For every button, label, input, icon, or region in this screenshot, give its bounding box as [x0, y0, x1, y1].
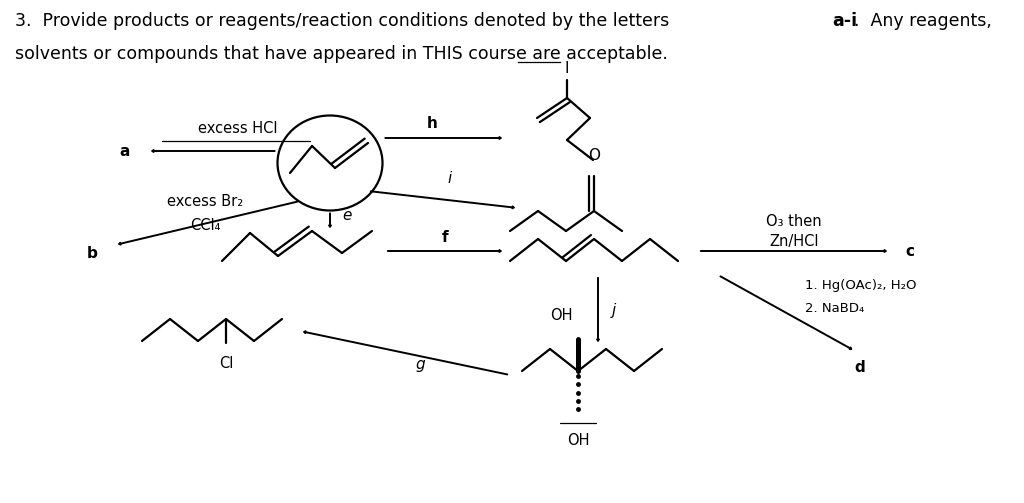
Text: a-i: a-i: [831, 12, 857, 30]
Text: CCl₄: CCl₄: [189, 217, 220, 232]
Text: OH: OH: [566, 433, 589, 448]
Text: h: h: [427, 116, 437, 130]
Text: 1. Hg(OAc)₂, H₂O: 1. Hg(OAc)₂, H₂O: [805, 279, 916, 292]
Text: I: I: [565, 61, 569, 76]
Text: Zn/HCl: Zn/HCl: [769, 234, 819, 249]
Text: b: b: [87, 245, 97, 261]
Text: OH: OH: [551, 308, 573, 323]
Text: i: i: [447, 171, 453, 186]
Text: O: O: [588, 148, 600, 163]
Text: c: c: [905, 243, 914, 259]
Ellipse shape: [278, 116, 383, 210]
Text: d: d: [855, 361, 865, 376]
Text: .  Any reagents,: . Any reagents,: [854, 12, 992, 30]
Text: e: e: [342, 208, 351, 222]
Text: 2. NaBD₄: 2. NaBD₄: [805, 301, 864, 314]
Text: excess HCl: excess HCl: [199, 121, 278, 135]
Text: j: j: [612, 303, 616, 318]
Text: 3.  Provide products or reagents/reaction conditions denoted by the letters: 3. Provide products or reagents/reaction…: [15, 12, 675, 30]
Text: a: a: [120, 143, 130, 158]
Text: solvents or compounds that have appeared in: solvents or compounds that have appeared…: [15, 45, 423, 63]
Text: solvents or compounds that have appeared in THIS course are acceptable.: solvents or compounds that have appeared…: [15, 45, 668, 63]
Text: f: f: [441, 229, 449, 244]
Text: O₃ then: O₃ then: [766, 214, 822, 229]
Text: g: g: [415, 358, 425, 373]
Text: excess Br₂: excess Br₂: [167, 194, 243, 209]
Text: Cl: Cl: [219, 356, 233, 371]
